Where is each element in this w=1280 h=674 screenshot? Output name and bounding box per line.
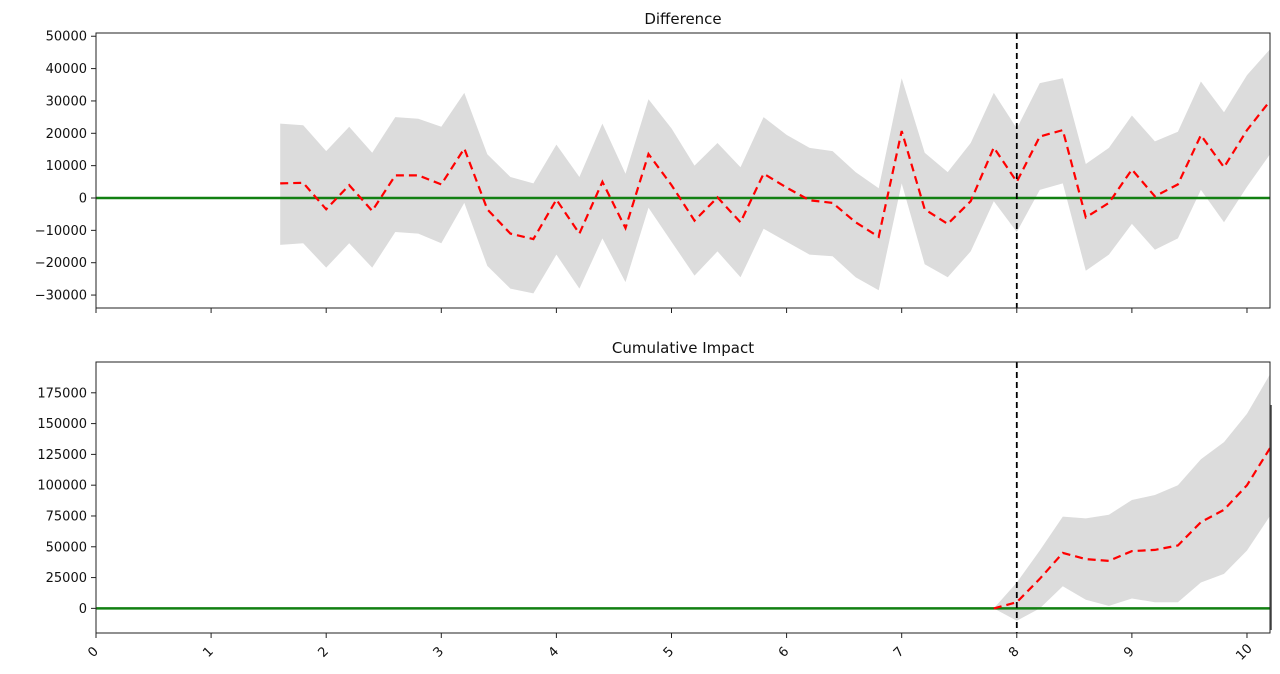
chart-title: Difference — [644, 10, 721, 28]
confidence-band — [280, 49, 1270, 294]
y-tick-label: 40000 — [46, 62, 87, 77]
y-tick-label: 175000 — [37, 386, 87, 401]
x-tick-label: 3 — [431, 644, 447, 660]
y-tick-label: 75000 — [46, 509, 87, 524]
y-tick-label: 125000 — [37, 448, 87, 463]
x-tick-label: 1 — [200, 644, 216, 660]
y-tick-label: 50000 — [46, 540, 87, 555]
y-tick-label: −20000 — [35, 256, 87, 271]
x-tick-label: 2 — [315, 644, 331, 660]
y-tick-label: 0 — [79, 192, 87, 207]
plot-frame — [95, 361, 1271, 634]
y-tick-label: 10000 — [46, 159, 87, 174]
y-tick-label: 50000 — [46, 30, 87, 45]
y-tick-label: 20000 — [46, 127, 87, 142]
y-tick-label: −10000 — [35, 224, 87, 239]
x-tick-label: 7 — [891, 644, 907, 660]
x-tick-label: 9 — [1121, 644, 1137, 660]
x-tick-label: 4 — [546, 644, 562, 660]
mean-effect-line — [993, 447, 1271, 610]
y-tick-label: −30000 — [35, 289, 87, 304]
x-tick-label: 10 — [1233, 641, 1255, 663]
y-tick-label: 30000 — [46, 94, 87, 109]
y-tick-label: 0 — [79, 602, 87, 617]
cumulative-impact-panel: 0 25000 50000 75000 100000 125000 150000 175000… — [37, 339, 1271, 664]
x-tick-label: 8 — [1006, 644, 1022, 660]
x-tick-label: 5 — [661, 644, 677, 660]
difference-panel: −30000 −20000 −10000 0 10000 20000 30000 40000 5… — [35, 10, 1271, 313]
confidence-band — [993, 374, 1270, 621]
x-tick-label: 0 — [85, 644, 101, 660]
plot-frame — [95, 32, 1271, 309]
y-tick-label: 150000 — [37, 417, 87, 432]
y-tick-label: 100000 — [37, 479, 87, 494]
mean-effect-line — [280, 100, 1271, 241]
x-tick-label: 6 — [776, 644, 792, 660]
chart-title: Cumulative Impact — [612, 339, 754, 357]
y-tick-label: 25000 — [46, 571, 87, 586]
